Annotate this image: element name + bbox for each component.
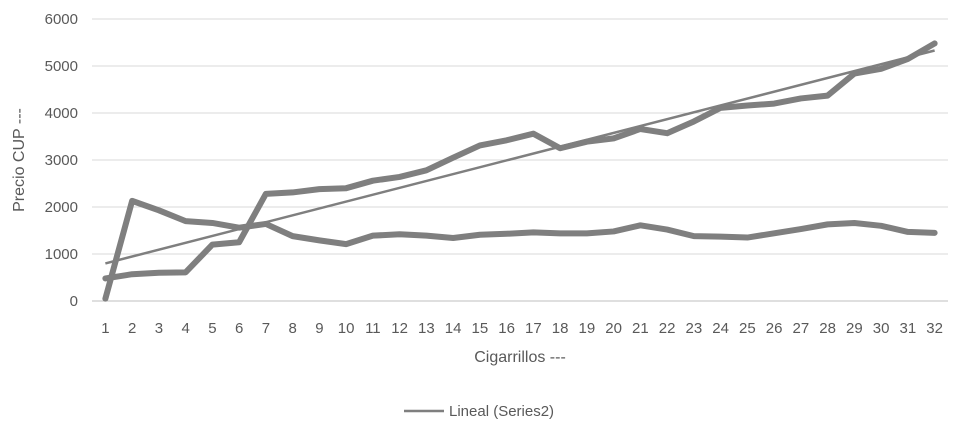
x-tick-label: 20 xyxy=(605,320,622,337)
x-tick-label: 4 xyxy=(181,320,189,337)
y-tick-label: 6000 xyxy=(45,11,78,28)
y-tick-label: 3000 xyxy=(45,152,78,169)
x-axis-ticks: 1 2 3 4 5 6 7 8 9 10 11 12 13 14 15 16 17 18 19 20 21 22 23 24 2… xyxy=(101,320,943,337)
y-tick-label: 4000 xyxy=(45,105,78,122)
x-tick-label: 18 xyxy=(552,320,569,337)
x-tick-label: 13 xyxy=(418,320,435,337)
x-tick-label: 21 xyxy=(632,320,649,337)
x-tick-label: 8 xyxy=(288,320,296,337)
series-line xyxy=(102,197,938,302)
x-tick-label: 26 xyxy=(766,320,783,337)
legend-label: Lineal (Series2) xyxy=(449,403,554,420)
x-tick-label: 27 xyxy=(793,320,810,337)
x-tick-label: 2 xyxy=(128,320,136,337)
trendline xyxy=(105,49,935,265)
x-tick-label: 14 xyxy=(445,320,462,337)
legend: Lineal (Series2) xyxy=(404,403,554,420)
y-axis-title: Precio CUP --- xyxy=(11,108,28,212)
x-tick-label: 12 xyxy=(391,320,408,337)
series-lines xyxy=(102,40,938,302)
x-tick-label: 3 xyxy=(155,320,163,337)
x-tick-label: 25 xyxy=(739,320,756,337)
x-tick-label: 7 xyxy=(262,320,270,337)
x-tick-label: 17 xyxy=(525,320,542,337)
x-tick-label: 19 xyxy=(579,320,596,337)
x-tick-label: 32 xyxy=(926,320,943,337)
x-tick-label: 9 xyxy=(315,320,323,337)
x-axis-title: Cigarrillos --- xyxy=(474,349,566,366)
y-tick-label: 5000 xyxy=(45,58,78,75)
x-tick-label: 1 xyxy=(101,320,109,337)
y-tick-label: 2000 xyxy=(45,199,78,216)
gridlines xyxy=(92,18,948,302)
x-tick-label: 10 xyxy=(338,320,355,337)
y-tick-label: 1000 xyxy=(45,246,78,263)
y-tick-label: 0 xyxy=(70,293,78,310)
x-tick-label: 31 xyxy=(900,320,917,337)
series-line xyxy=(102,40,938,282)
x-tick-label: 11 xyxy=(365,320,381,337)
x-tick-label: 23 xyxy=(686,320,703,337)
y-axis-ticks: 0 1000 2000 3000 4000 5000 6000 xyxy=(45,11,78,310)
x-tick-label: 24 xyxy=(712,320,729,337)
x-tick-label: 28 xyxy=(819,320,836,337)
x-tick-label: 29 xyxy=(846,320,863,337)
x-tick-label: 6 xyxy=(235,320,243,337)
x-tick-label: 16 xyxy=(498,320,515,337)
x-tick-label: 30 xyxy=(873,320,890,337)
x-tick-label: 22 xyxy=(659,320,676,337)
x-tick-label: 5 xyxy=(208,320,216,337)
x-tick-label: 15 xyxy=(472,320,489,337)
